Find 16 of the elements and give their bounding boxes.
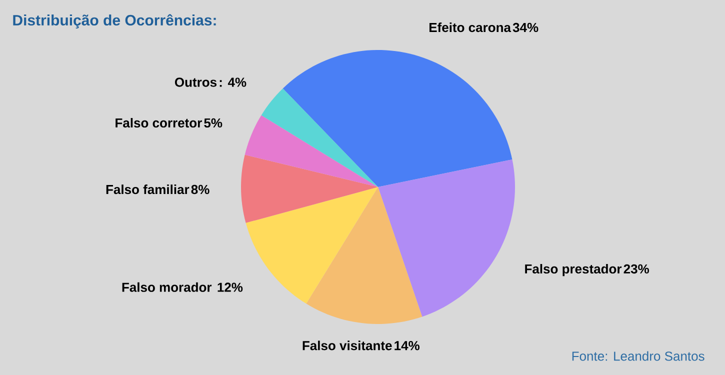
data-label: 34% — [512, 22, 538, 32]
slice-label: Efeito carona — [429, 22, 512, 32]
slice-label: Falso visitante — [302, 340, 392, 350]
chart-title: Distribuição de Ocorrências: — [13, 14, 216, 28]
slice-label: Falso prestador — [525, 264, 622, 276]
data-label: 14% — [394, 341, 420, 350]
data-label: : 4% — [220, 78, 246, 87]
slice-label: Falso corretor — [116, 118, 202, 128]
data-label: 23% — [624, 264, 649, 274]
data-label: 12% — [218, 282, 243, 292]
data-label: 5% — [204, 118, 222, 128]
slice-label: Falso familiar — [106, 184, 190, 194]
source-note: Fonte: Leandro Santos — [572, 351, 704, 361]
slice-label: Outros — [174, 78, 217, 87]
data-label: 8% — [191, 184, 210, 194]
slice-label: Falso morador — [122, 282, 212, 292]
